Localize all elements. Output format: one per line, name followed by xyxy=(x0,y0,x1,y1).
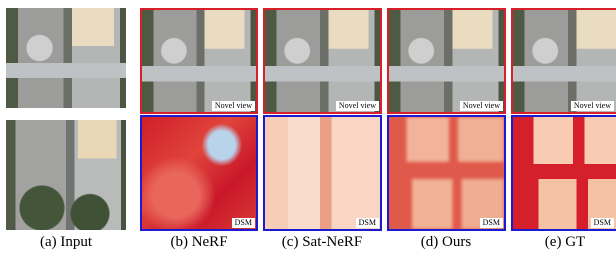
novel-view: Novel view xyxy=(140,8,258,114)
image-label: Novel view xyxy=(212,101,255,111)
figure: (a) Input Novel view DSM (b) NeRF Novel … xyxy=(0,0,616,260)
image-label: Novel view xyxy=(336,101,379,111)
dsm: DSM xyxy=(140,115,258,231)
dsm: DSM xyxy=(387,115,506,231)
caption: (e) GT xyxy=(503,234,616,251)
caption: (b) NeRF xyxy=(137,234,261,251)
novel-view: Novel view xyxy=(387,8,506,114)
dsm: DSM xyxy=(263,115,382,231)
image-label: DSM xyxy=(480,218,503,228)
input-image xyxy=(6,8,126,108)
image-label: DSM xyxy=(356,218,379,228)
caption: (c) Sat-NeRF xyxy=(260,234,384,251)
caption: (d) Ours xyxy=(384,234,508,251)
novel-view: Novel view xyxy=(511,8,616,114)
image-label: Novel view xyxy=(460,101,503,111)
image-label: DSM xyxy=(591,218,614,228)
image-label: Novel view xyxy=(571,101,614,111)
input-image xyxy=(6,120,126,230)
caption: (a) Input xyxy=(4,234,128,251)
image-label: DSM xyxy=(232,218,255,228)
dsm: DSM xyxy=(511,115,616,231)
novel-view: Novel view xyxy=(263,8,382,114)
